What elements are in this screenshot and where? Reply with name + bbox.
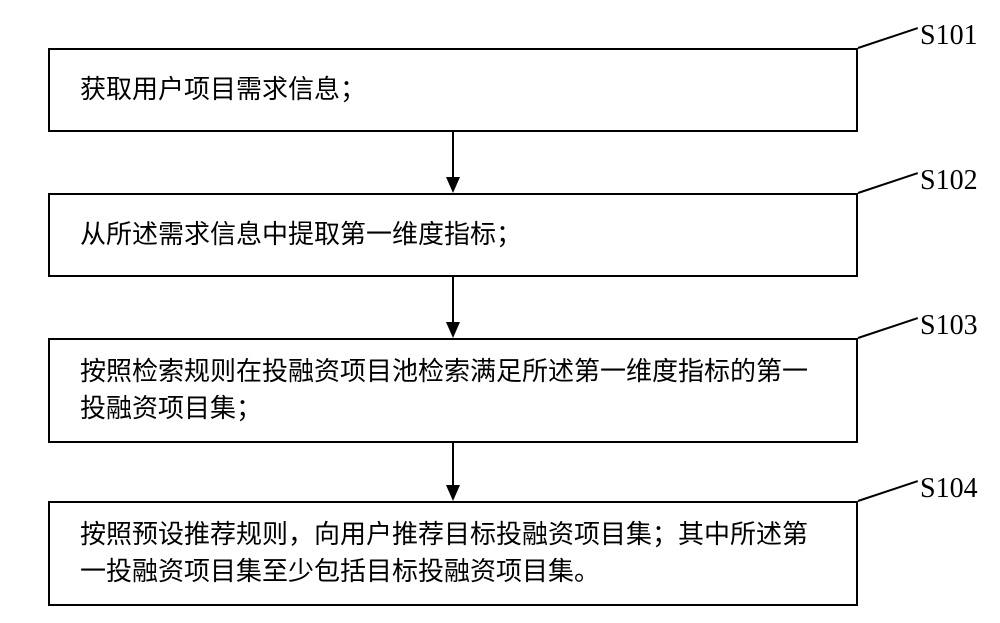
arrow-line — [452, 277, 454, 322]
connector-line — [858, 317, 919, 339]
connector-line — [858, 27, 919, 49]
step-label-S103: S103 — [920, 310, 978, 342]
flow-step-text: 获取用户项目需求信息； — [80, 72, 826, 108]
flow-step-S102: 从所述需求信息中提取第一维度指标； — [48, 193, 858, 277]
connector-line — [858, 480, 919, 502]
arrow-head-icon — [446, 322, 460, 338]
arrow-head-icon — [446, 177, 460, 193]
step-label-S104: S104 — [920, 473, 978, 505]
step-label-S101: S101 — [920, 20, 978, 52]
step-label-S102: S102 — [920, 165, 978, 197]
arrow-line — [452, 132, 454, 177]
flow-step-S101: 获取用户项目需求信息； — [48, 48, 858, 132]
arrow-head-icon — [446, 485, 460, 501]
flow-step-S104: 按照预设推荐规则，向用户推荐目标投融资项目集；其中所述第一投融资项目集至少包括目… — [48, 501, 858, 606]
flowchart-canvas: 获取用户项目需求信息； S101 从所述需求信息中提取第一维度指标； S102 按照检索… — [0, 0, 1000, 623]
flow-step-text: 按照预设推荐规则，向用户推荐目标投融资项目集；其中所述第一投融资项目集至少包括目… — [80, 517, 826, 590]
arrow-line — [452, 443, 454, 485]
flow-step-text: 按照检索规则在投融资项目池检索满足所述第一维度指标的第一投融资项目集； — [80, 354, 826, 427]
connector-line — [858, 172, 919, 194]
flow-step-S103: 按照检索规则在投融资项目池检索满足所述第一维度指标的第一投融资项目集； — [48, 338, 858, 443]
flow-step-text: 从所述需求信息中提取第一维度指标； — [80, 217, 826, 253]
